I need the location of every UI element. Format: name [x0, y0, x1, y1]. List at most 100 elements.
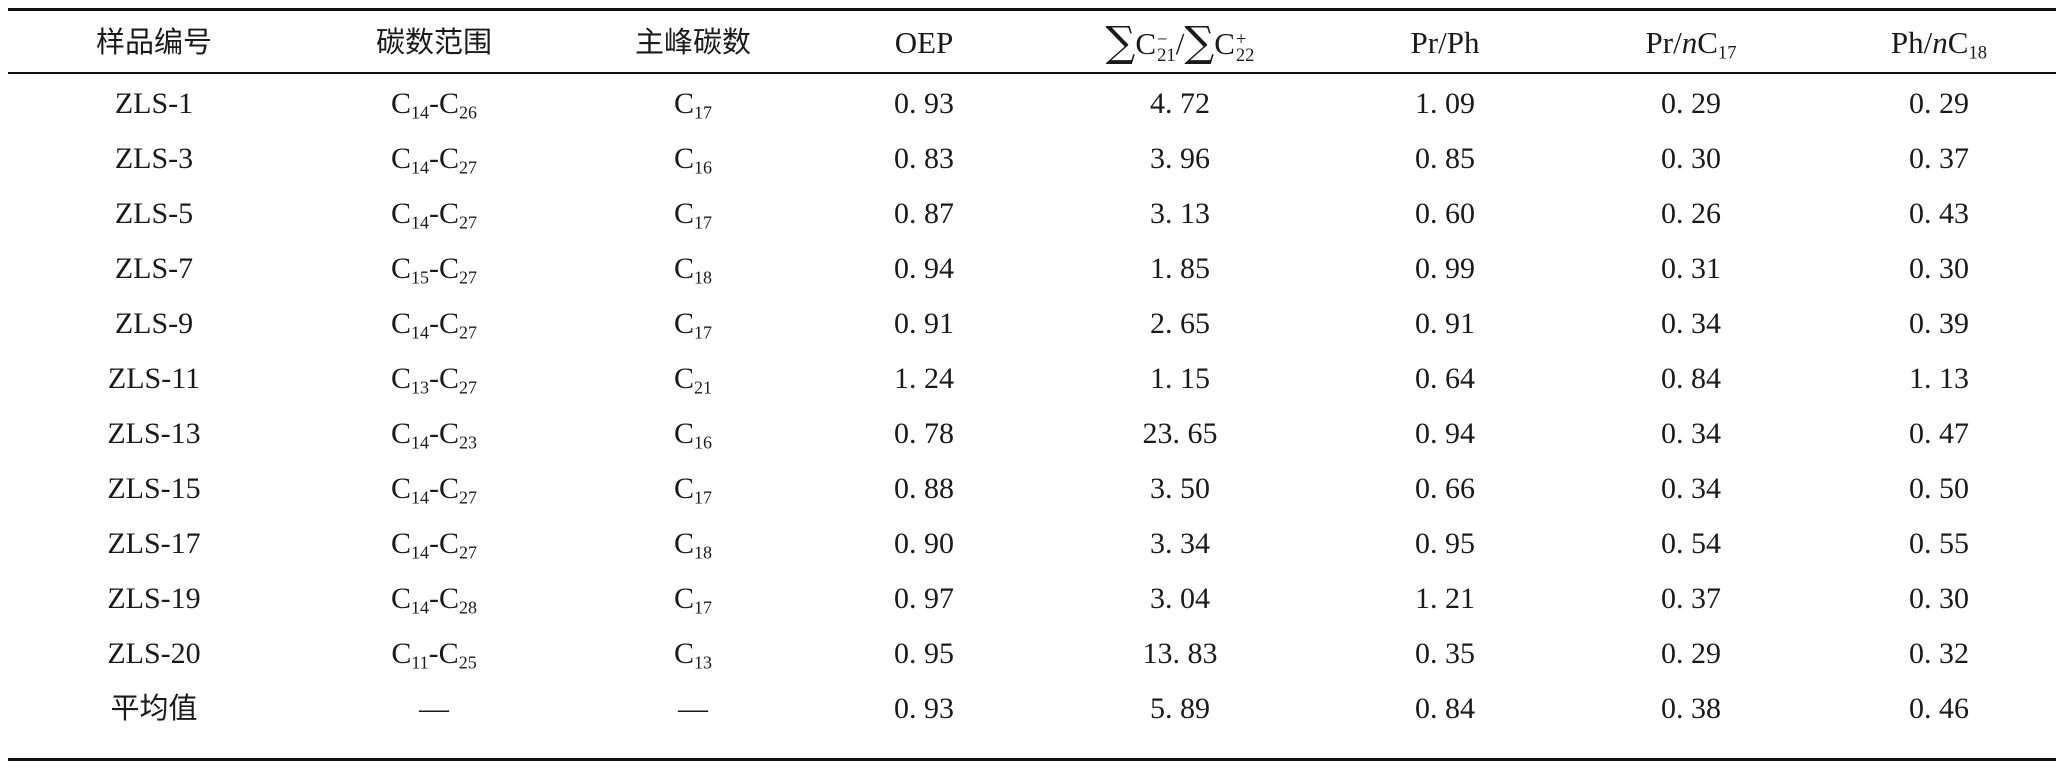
cell-sample-id: ZLS-1: [114, 86, 194, 120]
table-row: ZLS-5 C14-C27 C17 0. 87 3. 13 0. 60 0. 26 0. 43: [8, 186, 2056, 241]
cell-oep: 0. 88: [894, 471, 954, 505]
cell-pr-ph: 0. 35: [1415, 636, 1475, 670]
cell-pr-nc17: 0. 29: [1661, 86, 1721, 120]
table-body: ZLS-1 C14-C26 C17 0. 93 4. 72 1. 09 0. 29 0. 29…: [8, 74, 2056, 736]
cell-oep: 0. 97: [894, 581, 954, 615]
cell-main-peak: C16: [673, 141, 712, 178]
cell-main-peak: C13: [673, 636, 712, 673]
cell-main-peak: C17: [673, 306, 712, 343]
header-oep: OEP: [894, 24, 954, 60]
cell-pr-nc17: 0. 29: [1661, 636, 1721, 670]
cell-pr-ph: 0. 95: [1415, 526, 1475, 560]
cell-sample-id: ZLS-17: [107, 526, 201, 560]
table-row: ZLS-19 C14-C28 C17 0. 97 3. 04 1. 21 0. 37 0. 3…: [8, 571, 2056, 626]
cell-pr-nc17: 0. 84: [1661, 361, 1721, 395]
cell-carbon-range: C14-C27: [390, 306, 478, 343]
cell-pr-nc17: 0. 54: [1661, 526, 1721, 560]
cell-ph-nc18: 0. 29: [1909, 86, 1969, 120]
cell-sample-id: ZLS-15: [107, 471, 201, 505]
cell-sample-id: ZLS-19: [107, 581, 201, 615]
cell-sample-id: ZLS-13: [107, 416, 201, 450]
cell-pr-nc17: 0. 37: [1661, 581, 1721, 615]
cell-light-heavy-ratio: 1. 15: [1150, 361, 1210, 395]
cell-sample-id: ZLS-11: [107, 361, 201, 395]
cell-main-peak: C17: [673, 86, 712, 123]
table-row: ZLS-13 C14-C23 C16 0. 78 23. 65 0. 94 0. 34 0. …: [8, 406, 2056, 461]
cell-main-peak: C16: [673, 416, 712, 453]
cell-ph-nc18: 0. 37: [1909, 141, 1969, 175]
table-row: ZLS-15 C14-C27 C17 0. 88 3. 50 0. 66 0. 34 0. 5…: [8, 461, 2056, 516]
cell-light-heavy-ratio: 13. 83: [1142, 636, 1218, 670]
table-row: ZLS-1 C14-C26 C17 0. 93 4. 72 1. 09 0. 29 0. 29: [8, 74, 2056, 131]
average-ph-nc18: 0. 46: [1909, 691, 1969, 725]
cell-pr-ph: 0. 94: [1415, 416, 1475, 450]
cell-oep: 0. 83: [894, 141, 954, 175]
average-row: 平均值 — — 0. 93 5. 89 0. 84 0. 38 0. 46: [8, 681, 2056, 736]
cell-carbon-range: C14-C27: [390, 526, 478, 563]
cell-oep: 1. 24: [894, 361, 954, 395]
cell-oep: 0. 94: [894, 251, 954, 285]
cell-oep: 0. 78: [894, 416, 954, 450]
cell-light-heavy-ratio: 1. 85: [1150, 251, 1210, 285]
table-row: ZLS-17 C14-C27 C18 0. 90 3. 34 0. 95 0. 54 0. 5…: [8, 516, 2056, 571]
average-pr-ph: 0. 84: [1415, 691, 1475, 725]
cell-ph-nc18: 0. 30: [1909, 581, 1969, 615]
cell-pr-ph: 0. 60: [1415, 196, 1475, 230]
cell-ph-nc18: 0. 39: [1909, 306, 1969, 340]
header-pr-ph: Pr/Ph: [1410, 24, 1480, 60]
cell-main-peak: C18: [673, 526, 712, 563]
average-oep: 0. 93: [894, 691, 954, 725]
cell-light-heavy-ratio: 4. 72: [1150, 86, 1210, 120]
cell-sample-id: ZLS-3: [114, 141, 194, 175]
cell-carbon-range: C15-C27: [390, 251, 478, 288]
cell-sample-id: ZLS-9: [114, 306, 194, 340]
table-row: ZLS-3 C14-C27 C16 0. 83 3. 96 0. 85 0. 30 0. 37: [8, 131, 2056, 186]
table-bottom-rule: [8, 758, 2056, 761]
cell-carbon-range: C14-C26: [390, 86, 478, 123]
cell-ph-nc18: 0. 50: [1909, 471, 1969, 505]
cell-main-peak: C17: [673, 196, 712, 233]
average-pr-nc17: 0. 38: [1661, 691, 1721, 725]
header-main-peak: 主峰碳数: [634, 24, 751, 59]
cell-ph-nc18: 0. 55: [1909, 526, 1969, 560]
cell-main-peak: C21: [673, 361, 712, 398]
cell-ph-nc18: 0. 43: [1909, 196, 1969, 230]
table-row: ZLS-9 C14-C27 C17 0. 91 2. 65 0. 91 0. 34 0. 39: [8, 296, 2056, 351]
cell-oep: 0. 93: [894, 86, 954, 120]
cell-carbon-range: C14-C23: [390, 416, 478, 453]
cell-light-heavy-ratio: 3. 96: [1150, 141, 1210, 175]
cell-carbon-range: C13-C27: [390, 361, 478, 398]
cell-oep: 0. 87: [894, 196, 954, 230]
table-top-rule: [8, 8, 2056, 11]
cell-carbon-range: C14-C27: [390, 196, 478, 233]
cell-ph-nc18: 0. 30: [1909, 251, 1969, 285]
cell-ph-nc18: 1. 13: [1909, 361, 1969, 395]
cell-ph-nc18: 0. 47: [1909, 416, 1969, 450]
cell-pr-nc17: 0. 30: [1661, 141, 1721, 175]
cell-light-heavy-ratio: 3. 50: [1150, 471, 1210, 505]
cell-carbon-range: C14-C27: [390, 141, 478, 178]
cell-oep: 0. 91: [894, 306, 954, 340]
cell-light-heavy-ratio: 3. 04: [1150, 581, 1210, 615]
table-row: ZLS-11 C13-C27 C21 1. 24 1. 15 0. 64 0. 84 1. 1…: [8, 351, 2056, 406]
cell-pr-nc17: 0. 34: [1661, 306, 1721, 340]
average-range: —: [419, 691, 449, 725]
average-ratio: 5. 89: [1150, 691, 1210, 725]
cell-pr-ph: 0. 85: [1415, 141, 1475, 175]
header-pr-nc17: Pr/nC17: [1645, 24, 1737, 64]
header-row: 样品编号 碳数范围 主峰碳数 OEP ∑C −21/∑C +22 Pr/Ph Pr/…: [8, 11, 2056, 74]
header-ph-nc18: Ph/nC18: [1890, 24, 1988, 64]
cell-oep: 0. 95: [894, 636, 954, 670]
cell-pr-nc17: 0. 34: [1661, 416, 1721, 450]
cell-carbon-range: C14-C27: [390, 471, 478, 508]
cell-ph-nc18: 0. 32: [1909, 636, 1969, 670]
cell-sample-id: ZLS-5: [114, 196, 194, 230]
cell-main-peak: C17: [673, 581, 712, 618]
cell-light-heavy-ratio: 23. 65: [1142, 416, 1218, 450]
average-label: 平均值: [110, 690, 198, 725]
data-table: 样品编号 碳数范围 主峰碳数 OEP ∑C −21/∑C +22 Pr/Ph Pr/…: [8, 11, 2056, 736]
cell-carbon-range: C11-C25: [391, 636, 477, 673]
cell-sample-id: ZLS-7: [114, 251, 194, 285]
cell-light-heavy-ratio: 3. 34: [1150, 526, 1210, 560]
cell-light-heavy-ratio: 2. 65: [1150, 306, 1210, 340]
